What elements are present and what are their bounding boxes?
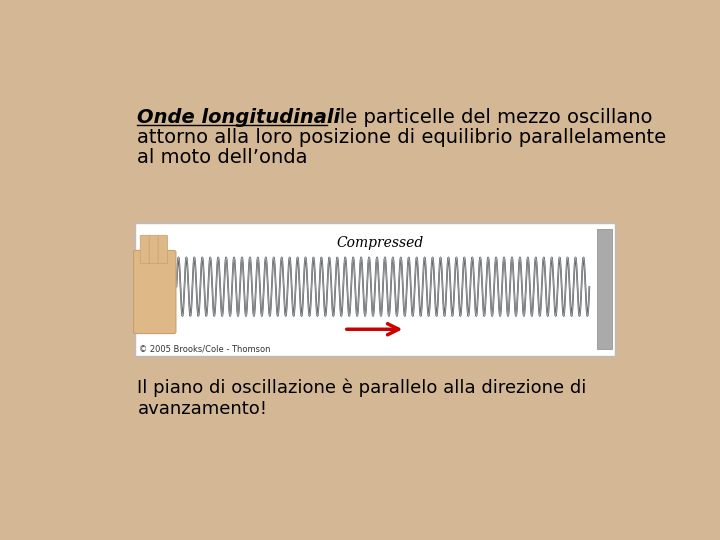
Text: : le particelle del mezzo oscillano: : le particelle del mezzo oscillano: [327, 109, 652, 127]
Text: © 2005 Brooks/Cole - Thomson: © 2005 Brooks/Cole - Thomson: [139, 345, 271, 354]
Bar: [597, 230, 612, 349]
Text: attorno alla loro posizione di equilibrio parallelamente: attorno alla loro posizione di equilibri…: [138, 129, 667, 147]
FancyBboxPatch shape: [140, 235, 150, 264]
Text: Compressed: Compressed: [336, 236, 424, 250]
FancyBboxPatch shape: [133, 251, 176, 334]
FancyBboxPatch shape: [135, 223, 615, 356]
Text: Il piano di oscillazione è parallelo alla direzione di: Il piano di oscillazione è parallelo all…: [138, 379, 587, 397]
Text: Onde longitudinali: Onde longitudinali: [138, 109, 341, 127]
FancyBboxPatch shape: [158, 235, 168, 264]
Text: al moto dell’onda: al moto dell’onda: [138, 148, 308, 167]
FancyBboxPatch shape: [149, 235, 158, 264]
Text: avanzamento!: avanzamento!: [138, 400, 267, 417]
